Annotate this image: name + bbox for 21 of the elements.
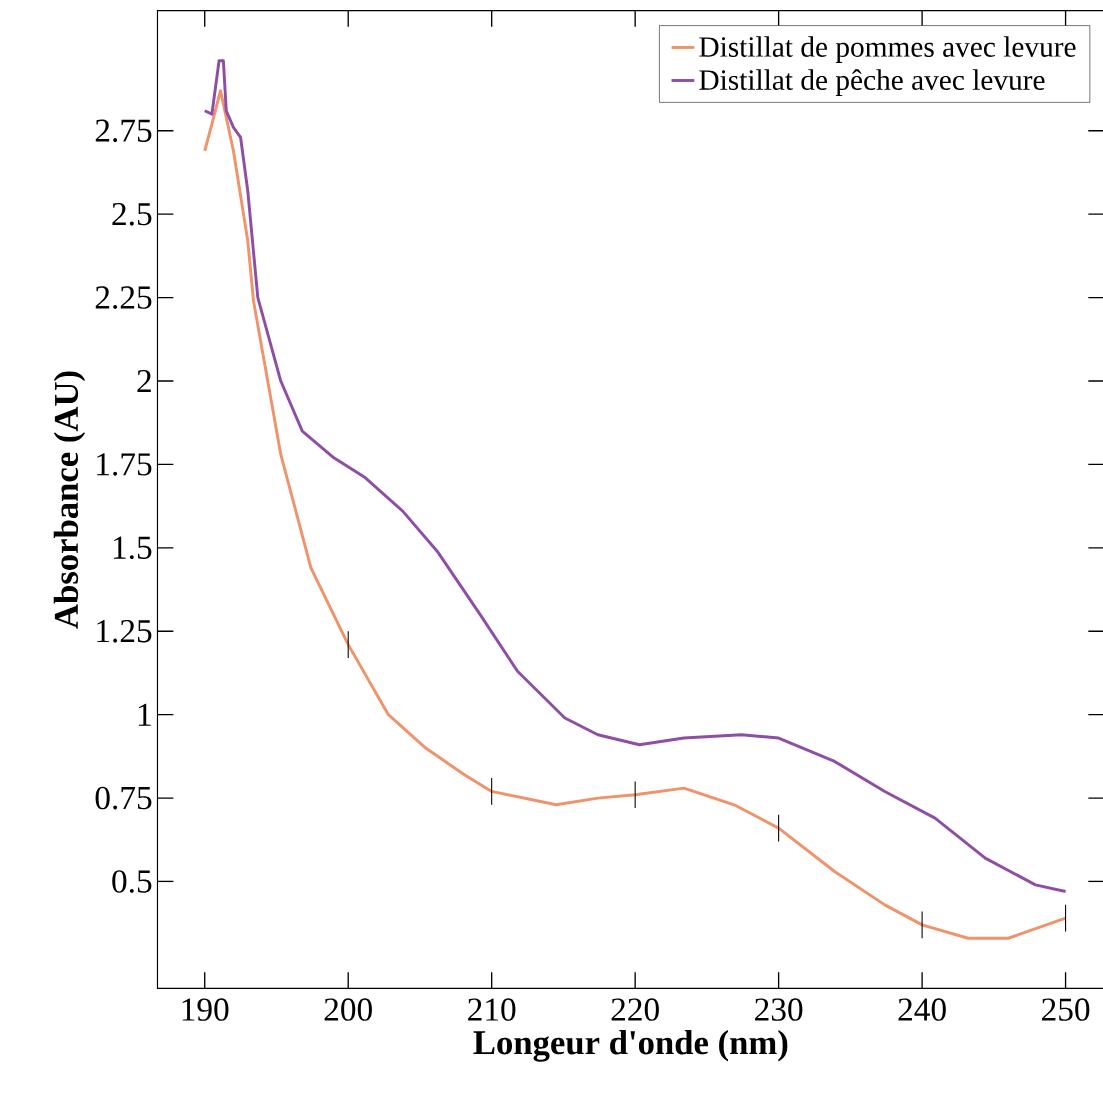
x-tick-label: 220 [611, 998, 659, 1021]
legend-label: Distillat de pêche avec levure [699, 69, 1045, 96]
y-tick-label: 1.25 [97, 620, 152, 643]
y-tick-label: 1 [138, 703, 151, 726]
x-axis-title: Longeur d'onde (nm) [473, 1030, 788, 1062]
x-tick-label: 240 [898, 998, 946, 1021]
x-tick-label: 210 [468, 998, 516, 1021]
x-tick-label: 230 [755, 998, 803, 1021]
y-tick-label: 0.5 [112, 870, 152, 893]
y-tick-label: 0.75 [95, 786, 152, 810]
y-tick-label: 1.5 [113, 536, 152, 560]
legend-label: Distillat de pommes avec levure [699, 36, 1076, 63]
y-tick-label: 2.5 [112, 202, 152, 226]
x-tick-label: 200 [324, 998, 372, 1021]
y-axis-title: Absorbance (AU) [53, 371, 86, 629]
x-tick-label: 250 [1042, 998, 1090, 1021]
y-tick-label: 2 [137, 370, 151, 393]
y-tick-label: 2.75 [95, 119, 152, 143]
y-tick-label: 1.75 [97, 453, 152, 476]
x-tick-label: 190 [182, 998, 229, 1021]
y-tick-label: 2.25 [95, 286, 152, 309]
